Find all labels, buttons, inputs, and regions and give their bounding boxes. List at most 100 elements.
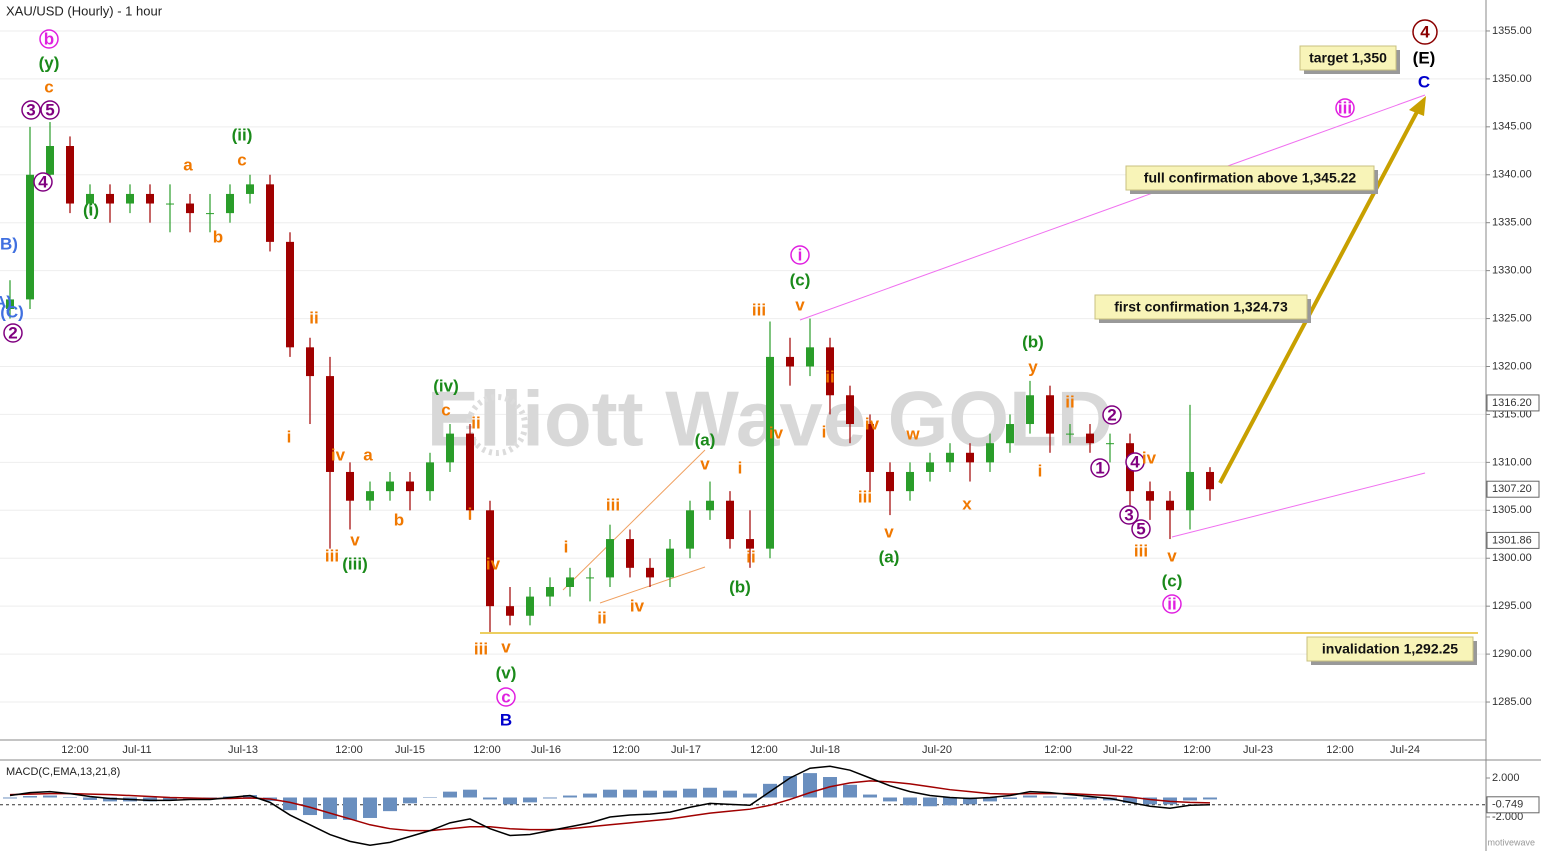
candle-body [726, 500, 734, 540]
macd-histogram-bar [343, 797, 357, 820]
wave-label: v [350, 530, 360, 549]
wave-label: (ii) [232, 125, 253, 144]
x-tick-label: 12:00 [750, 744, 778, 756]
candle-body [66, 146, 74, 204]
wave-label: 3 [1124, 505, 1133, 524]
grid-layer [0, 30, 1486, 703]
candle-body [866, 424, 874, 472]
callout-box [1306, 636, 1474, 662]
macd-histogram-bar [603, 789, 617, 798]
wave-label: i [564, 537, 569, 556]
wave-label: (c) [1162, 571, 1183, 590]
macd-title: MACD(C,EMA,13,21,8) [6, 766, 120, 778]
macd-histogram-bar [643, 790, 657, 798]
candle-body [566, 577, 574, 587]
macd-histogram-bar [883, 797, 897, 802]
candle-body [126, 193, 134, 204]
wave-label: i [468, 504, 473, 523]
candle-body [906, 471, 914, 492]
candle-body [686, 510, 694, 549]
candle-body [146, 193, 154, 204]
wave-label: iv [630, 596, 645, 615]
candle-body [666, 548, 674, 578]
candle-body [526, 596, 534, 616]
y-tick-label: 1285.00 [1492, 696, 1532, 708]
wave-label: c [237, 150, 246, 169]
wave-label: iii [325, 546, 339, 565]
candle-body [106, 193, 114, 204]
price-tag [1486, 531, 1540, 549]
wave-label: v [700, 454, 710, 473]
macd-histogram-bar [283, 797, 297, 811]
candle-body [426, 462, 434, 492]
wave-circle [40, 100, 60, 120]
x-tick-label: Jul-24 [1390, 744, 1420, 756]
x-tick-label: 12:00 [1183, 744, 1211, 756]
candle-body [266, 184, 274, 242]
y-tick-label: 1340.00 [1492, 169, 1532, 181]
candle-body [446, 433, 454, 463]
wave-circle [1162, 594, 1182, 614]
wave-circle [1102, 405, 1122, 425]
candle-body [226, 193, 234, 214]
candle-body [1006, 424, 1014, 444]
macd-histogram-bar [383, 797, 397, 812]
channel-line [1171, 472, 1426, 538]
macd-y-tick-label: -2.000 [1492, 811, 1523, 823]
macd-histogram-bar [443, 791, 457, 798]
watermark-logo [466, 394, 528, 456]
wave-label: i [287, 427, 292, 446]
macd-histogram-bar [1183, 797, 1197, 801]
macd-histogram-bar [683, 788, 697, 798]
wave-label: ii [1065, 392, 1074, 411]
macd-histogram-bar [1023, 795, 1037, 798]
wave-label: 5 [1136, 519, 1145, 538]
wave-label: B [500, 710, 512, 729]
x-tick-label: Jul-11 [122, 744, 151, 756]
callout-label: invalidation 1,292.25 [1322, 641, 1458, 657]
trend-line [599, 566, 706, 604]
wave-label: iv [486, 554, 501, 573]
wave-label: b [213, 227, 223, 246]
y-tick-label: 1295.00 [1492, 600, 1532, 612]
wave-label: i [822, 422, 827, 441]
candle-body [846, 395, 854, 425]
wave-label: 4 [38, 172, 48, 191]
wave-label: C [1418, 72, 1430, 91]
wave-circle [1125, 452, 1145, 472]
candle-body [406, 481, 414, 492]
candle-body [206, 213, 214, 215]
macd-histogram-bar [783, 776, 797, 798]
y-tick-label: 1350.00 [1492, 73, 1532, 85]
channel-line [799, 94, 1426, 321]
macd-line [9, 765, 1211, 847]
chart-title: XAU/USD (Hourly) - 1 hour [6, 3, 163, 18]
wave-label: ii [471, 413, 480, 432]
candle-body [706, 500, 714, 511]
wave-label: 3 [26, 100, 35, 119]
macd-histogram-bar [623, 789, 637, 798]
wave-label: (b) [1022, 332, 1044, 351]
macd-histogram-bar [903, 797, 917, 806]
candle-body [286, 241, 294, 348]
y-tick-label: 1305.00 [1492, 504, 1532, 516]
candle-body [1186, 471, 1194, 511]
macd-histogram-bar [323, 797, 337, 819]
wave-label: 4 [1420, 22, 1430, 41]
arrow-head [1409, 96, 1426, 116]
x-tick-label: 12:00 [473, 744, 501, 756]
candle-body [506, 606, 514, 616]
wave-circle [1119, 505, 1139, 525]
price-tag-label: 1307.20 [1492, 483, 1532, 495]
y-tick-label: 1345.00 [1492, 121, 1532, 133]
macd-histogram-bar [563, 795, 577, 798]
wave-label: a [183, 155, 193, 174]
macd-histogram-bar [663, 790, 677, 798]
wave-label: iii [1134, 541, 1148, 560]
wave-label: w [905, 424, 920, 443]
candle-body [486, 510, 494, 607]
wave-label: b [44, 29, 54, 48]
candles [6, 122, 1214, 633]
wave-circle [1090, 458, 1110, 478]
wave-label: y [1028, 357, 1038, 376]
